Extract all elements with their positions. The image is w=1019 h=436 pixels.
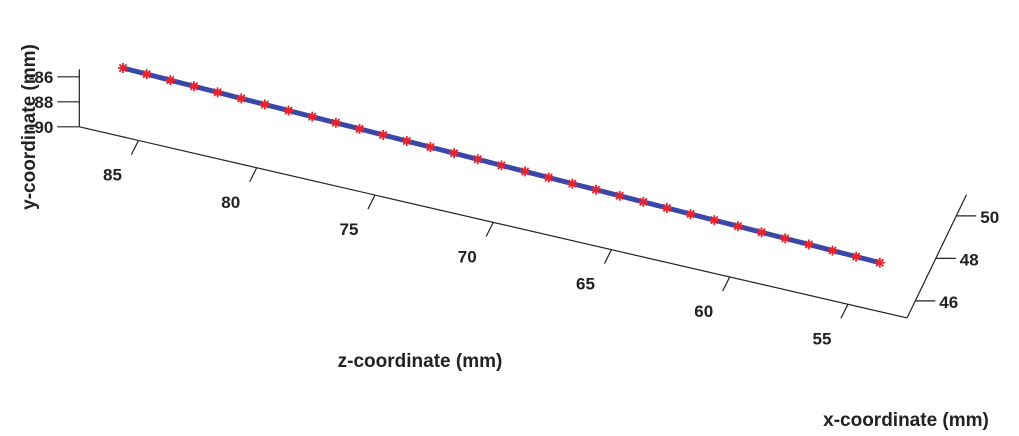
data-point bbox=[236, 93, 247, 104]
data-point bbox=[165, 75, 176, 86]
data-point bbox=[567, 178, 578, 189]
x-tick-label: 46 bbox=[939, 293, 958, 312]
data-point bbox=[378, 129, 389, 140]
data-point bbox=[472, 154, 483, 165]
z-tick-mark bbox=[840, 303, 849, 319]
data-point bbox=[425, 142, 436, 153]
data-point bbox=[709, 215, 720, 226]
data-point bbox=[283, 105, 294, 116]
data-point bbox=[520, 166, 531, 177]
z-tick-mark bbox=[603, 249, 612, 264]
z-tick-label: 60 bbox=[694, 302, 713, 321]
data-point bbox=[874, 257, 885, 268]
data-point bbox=[449, 148, 460, 159]
data-point bbox=[330, 117, 341, 128]
y-tick-label: -88 bbox=[29, 93, 54, 112]
z-tick-label: 75 bbox=[339, 220, 358, 239]
z-axis-label: z-coordinate (mm) bbox=[338, 351, 503, 372]
data-point bbox=[827, 245, 838, 256]
z-tick-label: 55 bbox=[812, 329, 831, 348]
data-point bbox=[212, 87, 223, 98]
data-point bbox=[307, 111, 318, 122]
z-tick-mark bbox=[249, 167, 258, 183]
z-tick-label: 70 bbox=[458, 247, 477, 266]
data-point bbox=[354, 123, 365, 134]
data-point bbox=[756, 227, 767, 238]
data-point bbox=[638, 196, 649, 207]
x-axis-line bbox=[906, 194, 968, 319]
z-tick-mark bbox=[367, 194, 376, 210]
data-point bbox=[141, 69, 152, 80]
x-tick-label: 48 bbox=[960, 250, 979, 269]
data-point bbox=[591, 184, 601, 195]
data-point bbox=[496, 160, 507, 171]
data-point bbox=[188, 81, 199, 92]
data-point bbox=[851, 251, 862, 262]
data-point bbox=[661, 202, 672, 213]
labels-layer: y-coordinate (mm) z-coordinate (mm) x-co… bbox=[19, 44, 989, 431]
y-axis-label: y-coordinate (mm) bbox=[19, 44, 40, 210]
data-point bbox=[780, 233, 791, 244]
y-tick-label: -86 bbox=[29, 68, 54, 87]
y-tick-label: -90 bbox=[29, 118, 54, 137]
trace-layer bbox=[118, 63, 885, 268]
z-tick-label: 85 bbox=[103, 165, 122, 184]
z-tick-label: 80 bbox=[221, 193, 240, 212]
data-point bbox=[118, 63, 128, 73]
z-tick-label: 65 bbox=[576, 275, 595, 294]
z-tick-mark bbox=[722, 276, 731, 292]
data-point bbox=[259, 99, 270, 110]
data-point bbox=[543, 172, 554, 183]
x-tick-label: 50 bbox=[980, 208, 999, 227]
axes-layer: -86 -88 -90 85 80 75 70 65 60 55 46 48 50 bbox=[29, 68, 999, 348]
data-point bbox=[732, 221, 743, 232]
z-tick-mark bbox=[130, 140, 139, 155]
data-point bbox=[685, 209, 696, 220]
z-tick-mark bbox=[485, 222, 494, 237]
x-axis-label: x-coordinate (mm) bbox=[823, 410, 989, 431]
data-point bbox=[401, 136, 412, 147]
data-point bbox=[614, 190, 625, 201]
data-point bbox=[803, 239, 814, 250]
